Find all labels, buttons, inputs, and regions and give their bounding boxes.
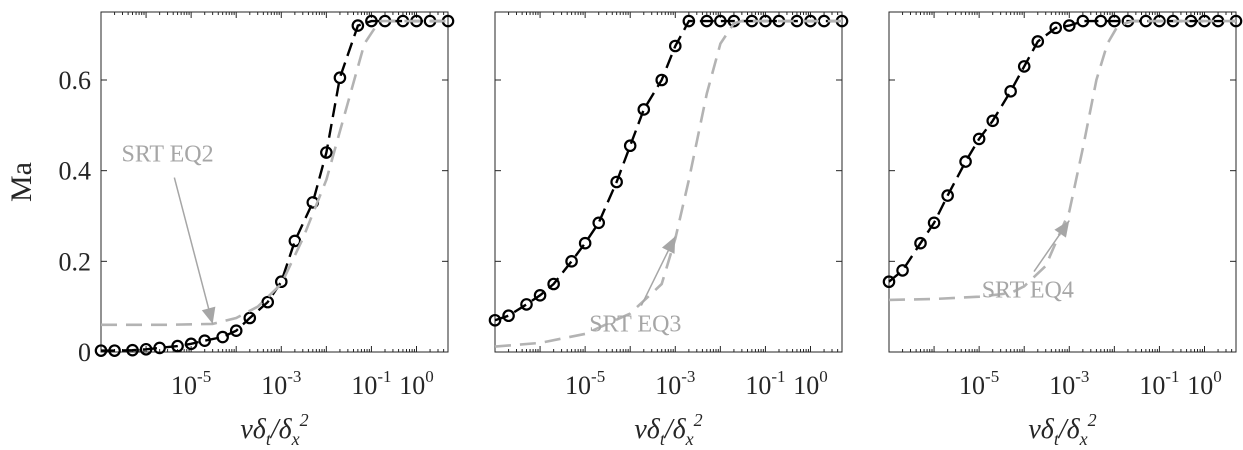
data-point <box>1094 14 1108 28</box>
data-point <box>941 189 954 202</box>
chart-panel-2: 10-5 10-3 10-1 100 νδt/δx2 SRT EQ3 <box>488 11 849 449</box>
data-point <box>592 216 606 230</box>
x-axis-label: νδt/δx2 <box>240 410 308 449</box>
x-axis-label: νδt/δx2 <box>1028 410 1096 449</box>
data-point <box>184 337 198 351</box>
data-point <box>126 343 139 357</box>
y-axis-label: Ma <box>5 162 38 202</box>
series-line-srt <box>101 19 448 327</box>
data-point <box>959 155 972 168</box>
annotation-label: SRT EQ2 <box>122 142 214 168</box>
series-line-main <box>888 19 1236 283</box>
series-line-srt <box>888 19 1236 302</box>
data-point <box>623 139 637 153</box>
data-point <box>171 339 184 353</box>
series-line-srt <box>494 19 842 348</box>
data-point <box>351 19 365 32</box>
data-point <box>243 311 257 325</box>
x-tick-label: 100 <box>793 367 828 400</box>
data-point <box>139 342 153 356</box>
data-point <box>1004 85 1017 98</box>
chart-panel-3: 10-5 10-3 10-1 100 νδt/δx2 SRT EQ4 <box>882 11 1243 449</box>
data-point <box>229 324 243 337</box>
axes-box <box>100 11 449 353</box>
chart-panel-1: 10-5 10-3 10-1 100 0 0.2 0.4 0.6 Ma νδt/δx2 SRT EQ… <box>5 11 455 449</box>
x-axis-label: νδt/δx2 <box>634 410 702 449</box>
data-point <box>502 309 515 323</box>
data-point <box>610 175 623 189</box>
data-point <box>637 103 651 116</box>
y-tick-label: 0.4 <box>59 157 92 186</box>
data-point <box>94 344 108 357</box>
data-point <box>655 73 669 87</box>
data-point <box>153 341 166 355</box>
y-tick-label: 0.2 <box>59 247 92 276</box>
data-point <box>261 295 275 309</box>
annotation-arrowhead <box>661 236 676 254</box>
x-tick-label: 100 <box>399 367 434 400</box>
x-tick-label: 10-3 <box>1049 367 1089 400</box>
x-tick-label: 10-1 <box>1139 367 1179 400</box>
data-point <box>700 14 714 28</box>
data-point <box>1062 19 1076 32</box>
annotation-arrowhead <box>1054 220 1070 238</box>
annotation-label: SRT EQ4 <box>982 278 1074 304</box>
data-point <box>333 71 347 85</box>
y-tick-label: 0.6 <box>59 66 92 95</box>
data-point <box>714 14 727 28</box>
data-point <box>533 289 547 302</box>
data-point <box>1108 14 1121 28</box>
x-tick-label: 10-1 <box>351 367 391 400</box>
data-point <box>198 334 212 347</box>
x-tick-label: 10-3 <box>655 367 695 400</box>
y-tick-label: 0 <box>78 338 91 367</box>
series-line-main <box>101 19 448 352</box>
data-point <box>986 114 1000 128</box>
annotation-label: SRT EQ3 <box>589 312 681 338</box>
x-tick-label: 10-5 <box>565 367 605 400</box>
data-point <box>668 39 682 53</box>
data-point <box>288 234 302 248</box>
data-point <box>320 146 333 159</box>
x-tick-label: 100 <box>1187 367 1222 400</box>
data-point <box>1076 14 1090 28</box>
data-point <box>682 14 696 28</box>
data-point <box>914 236 927 250</box>
data-point <box>1049 21 1063 35</box>
data-point <box>1017 60 1031 73</box>
data-point <box>927 216 941 230</box>
data-point <box>882 275 896 289</box>
data-point <box>896 264 909 277</box>
series-line-main <box>494 19 842 322</box>
data-point <box>578 236 592 250</box>
data-point <box>547 277 560 291</box>
data-point <box>274 275 288 289</box>
x-tick-label: 10-3 <box>261 367 301 400</box>
data-point <box>972 132 986 146</box>
data-point <box>365 14 378 28</box>
x-tick-label: 10-5 <box>171 367 211 400</box>
data-point <box>520 298 533 311</box>
data-point <box>565 255 578 268</box>
data-point <box>488 313 502 327</box>
data-point <box>1031 35 1045 48</box>
annotation-arrowhead <box>201 306 216 324</box>
annotation-arrow <box>173 177 214 325</box>
x-tick-label: 10-1 <box>745 367 785 400</box>
x-tick-label: 10-5 <box>959 367 999 400</box>
data-point <box>108 344 121 357</box>
data-point <box>216 330 229 344</box>
